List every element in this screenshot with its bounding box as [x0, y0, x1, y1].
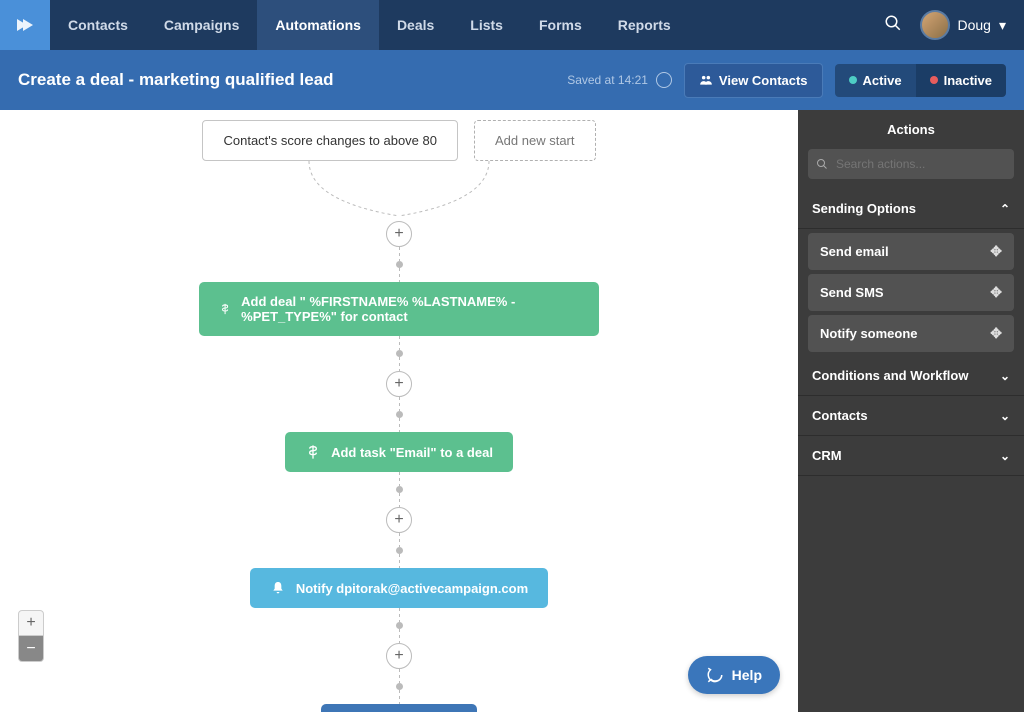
saved-status: Saved at 14:21 [567, 72, 672, 88]
nav-item-deals[interactable]: Deals [379, 0, 452, 50]
sidebar-title: Actions [798, 110, 1024, 149]
add-step-button[interactable]: + [386, 643, 412, 669]
status-inactive-button[interactable]: Inactive [916, 64, 1006, 97]
dot-red-icon [930, 76, 938, 84]
flow-step-notify[interactable]: Notify dpitorak@activecampaign.com [250, 568, 548, 608]
flow-step-task[interactable]: Add task "Email" to a deal [285, 432, 513, 472]
sidebar-section-sending-options[interactable]: Sending Options⌃ [798, 189, 1024, 229]
move-icon: ✥ [990, 243, 1002, 260]
actions-sidebar: Actions Sending Options⌃ Send email✥ Send … [798, 110, 1024, 712]
nav-item-automations[interactable]: Automations [257, 0, 379, 50]
automation-canvas[interactable]: Contact's score changes to above 80 Add n… [0, 110, 798, 712]
action-item-notify-someone[interactable]: Notify someone✥ [808, 315, 1014, 352]
chevron-down-icon: ▾ [999, 17, 1006, 34]
sidebar-section-conditions-and-workflow[interactable]: Conditions and Workflow⌄ [798, 356, 1024, 396]
app-logo[interactable] [0, 0, 50, 50]
view-contacts-label: View Contacts [719, 73, 808, 88]
saved-text: Saved at 14:21 [567, 73, 648, 87]
chevron-down-icon: ⌄ [1000, 449, 1010, 463]
trigger-node[interactable]: Contact's score changes to above 80 [202, 120, 458, 161]
add-step-button[interactable]: + [386, 221, 412, 247]
chevron-down-icon: ⌄ [1000, 369, 1010, 383]
zoom-controls: + − [18, 610, 44, 662]
dot-green-icon [849, 76, 857, 84]
zoom-out-button[interactable]: − [18, 636, 44, 662]
move-icon: ✥ [990, 284, 1002, 301]
nav-item-contacts[interactable]: Contacts [50, 0, 146, 50]
action-item-send-sms[interactable]: Send SMS✥ [808, 274, 1014, 311]
sidebar-search [808, 149, 1014, 179]
status-toggle: Active Inactive [835, 64, 1006, 97]
search-icon[interactable] [884, 14, 902, 37]
action-item-send-email[interactable]: Send email✥ [808, 233, 1014, 270]
view-contacts-button[interactable]: View Contacts [684, 63, 823, 98]
main-content: Contact's score changes to above 80 Add n… [0, 110, 1024, 712]
chevron-down-icon: ⌄ [1000, 409, 1010, 423]
nav-item-lists[interactable]: Lists [452, 0, 521, 50]
flow-step-tag[interactable]: Add tag (MQL) [321, 704, 477, 712]
zoom-in-button[interactable]: + [18, 610, 44, 636]
flow-step-deal[interactable]: Add deal " %FIRSTNAME% %LASTNAME% - %PET… [199, 282, 599, 336]
nav-item-campaigns[interactable]: Campaigns [146, 0, 257, 50]
help-button[interactable]: Help [688, 656, 780, 694]
nav-item-forms[interactable]: Forms [521, 0, 600, 50]
topbar: ContactsCampaignsAutomationsDealsListsFo… [0, 0, 1024, 50]
main-nav: ContactsCampaignsAutomationsDealsListsFo… [50, 0, 689, 50]
add-step-button[interactable]: + [386, 371, 412, 397]
sub-header: Create a deal - marketing qualified lead… [0, 50, 1024, 110]
sidebar-section-crm[interactable]: CRM⌄ [798, 436, 1024, 476]
add-step-button[interactable]: + [386, 507, 412, 533]
automation-flow: Contact's score changes to above 80 Add n… [199, 120, 599, 712]
page-title: Create a deal - marketing qualified lead [18, 70, 334, 90]
history-icon[interactable] [656, 72, 672, 88]
search-input[interactable] [808, 149, 1014, 179]
status-active-button[interactable]: Active [835, 64, 916, 97]
add-trigger-button[interactable]: Add new start [474, 120, 596, 161]
topbar-right: Doug ▾ [884, 10, 1024, 40]
avatar [920, 10, 950, 40]
nav-item-reports[interactable]: Reports [600, 0, 689, 50]
chevron-up-icon: ⌃ [1000, 202, 1010, 216]
user-name: Doug [958, 17, 991, 33]
user-menu[interactable]: Doug ▾ [920, 10, 1007, 40]
sidebar-section-contacts[interactable]: Contacts⌄ [798, 396, 1024, 436]
move-icon: ✥ [990, 325, 1002, 342]
